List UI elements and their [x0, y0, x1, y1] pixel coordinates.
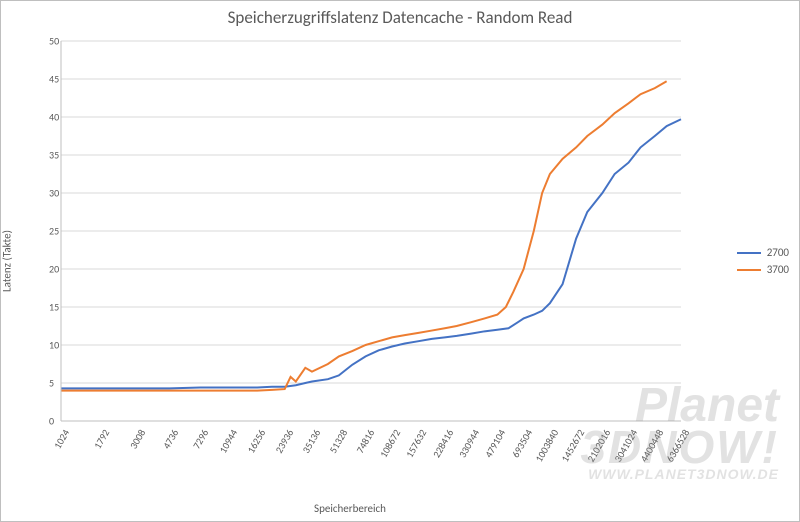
x-axis-label: Speicherbereich	[1, 502, 699, 515]
y-tick: 5	[49, 377, 53, 390]
legend: 2700 3700	[737, 242, 789, 280]
x-tick: 693504	[508, 427, 534, 460]
line-series-group	[61, 81, 681, 390]
y-tick: 15	[49, 301, 53, 314]
y-tick: 25	[49, 225, 53, 238]
x-tick: 228416	[430, 427, 456, 460]
x-tick: 157632	[403, 427, 429, 460]
x-tick: 16256	[245, 427, 269, 455]
legend-label: 2700	[767, 246, 789, 259]
x-tick: 2102016	[585, 427, 614, 464]
legend-label: 3700	[767, 263, 789, 276]
series-3700	[61, 81, 667, 390]
chart-svg	[61, 41, 681, 421]
x-tick: 1024	[51, 427, 72, 451]
x-tick: 4736	[160, 427, 181, 451]
legend-swatch	[737, 252, 761, 254]
y-tick: 45	[49, 73, 53, 86]
y-axis-label: Latenz (Takte)	[1, 230, 14, 292]
y-tick: 50	[49, 35, 53, 48]
plot-area: 05101520253035404550 1024179230084736729…	[61, 41, 681, 421]
x-tick: 108672	[377, 427, 403, 460]
x-tick: 3008	[127, 427, 148, 451]
y-tick: 40	[49, 111, 53, 124]
x-tick: 23936	[272, 427, 296, 455]
legend-swatch	[737, 269, 761, 271]
x-tick: 74816	[353, 427, 377, 455]
x-tick: 1452672	[558, 427, 587, 464]
x-tick: 1003840	[532, 427, 561, 464]
legend-item-3700: 3700	[737, 263, 789, 276]
y-tick: 10	[49, 339, 53, 352]
x-tick: 3041024	[611, 427, 640, 464]
series-2700	[61, 119, 681, 388]
x-tick: 479104	[482, 427, 508, 460]
y-tick: 35	[49, 149, 53, 162]
chart-title: Speicherzugriffslatenz Datencache - Rand…	[1, 7, 799, 28]
x-tick: 4400448	[637, 427, 666, 464]
x-tick: 6366528	[663, 427, 692, 464]
y-tick: 30	[49, 187, 53, 200]
watermark-url: WWW.PLANET3DNOW.DE	[580, 468, 779, 481]
x-tick: 1792	[91, 427, 112, 451]
chart-container: Speicherzugriffslatenz Datencache - Rand…	[0, 0, 800, 522]
y-tick: 20	[49, 263, 53, 276]
x-tick: 51328	[326, 427, 350, 455]
gridlines	[61, 41, 681, 421]
x-tick: 10944	[216, 427, 240, 455]
y-tick: 0	[49, 415, 53, 428]
x-tick: 7296	[190, 427, 211, 451]
x-tick: 330944	[456, 427, 482, 460]
x-tick: 35136	[299, 427, 323, 455]
legend-item-2700: 2700	[737, 246, 789, 259]
